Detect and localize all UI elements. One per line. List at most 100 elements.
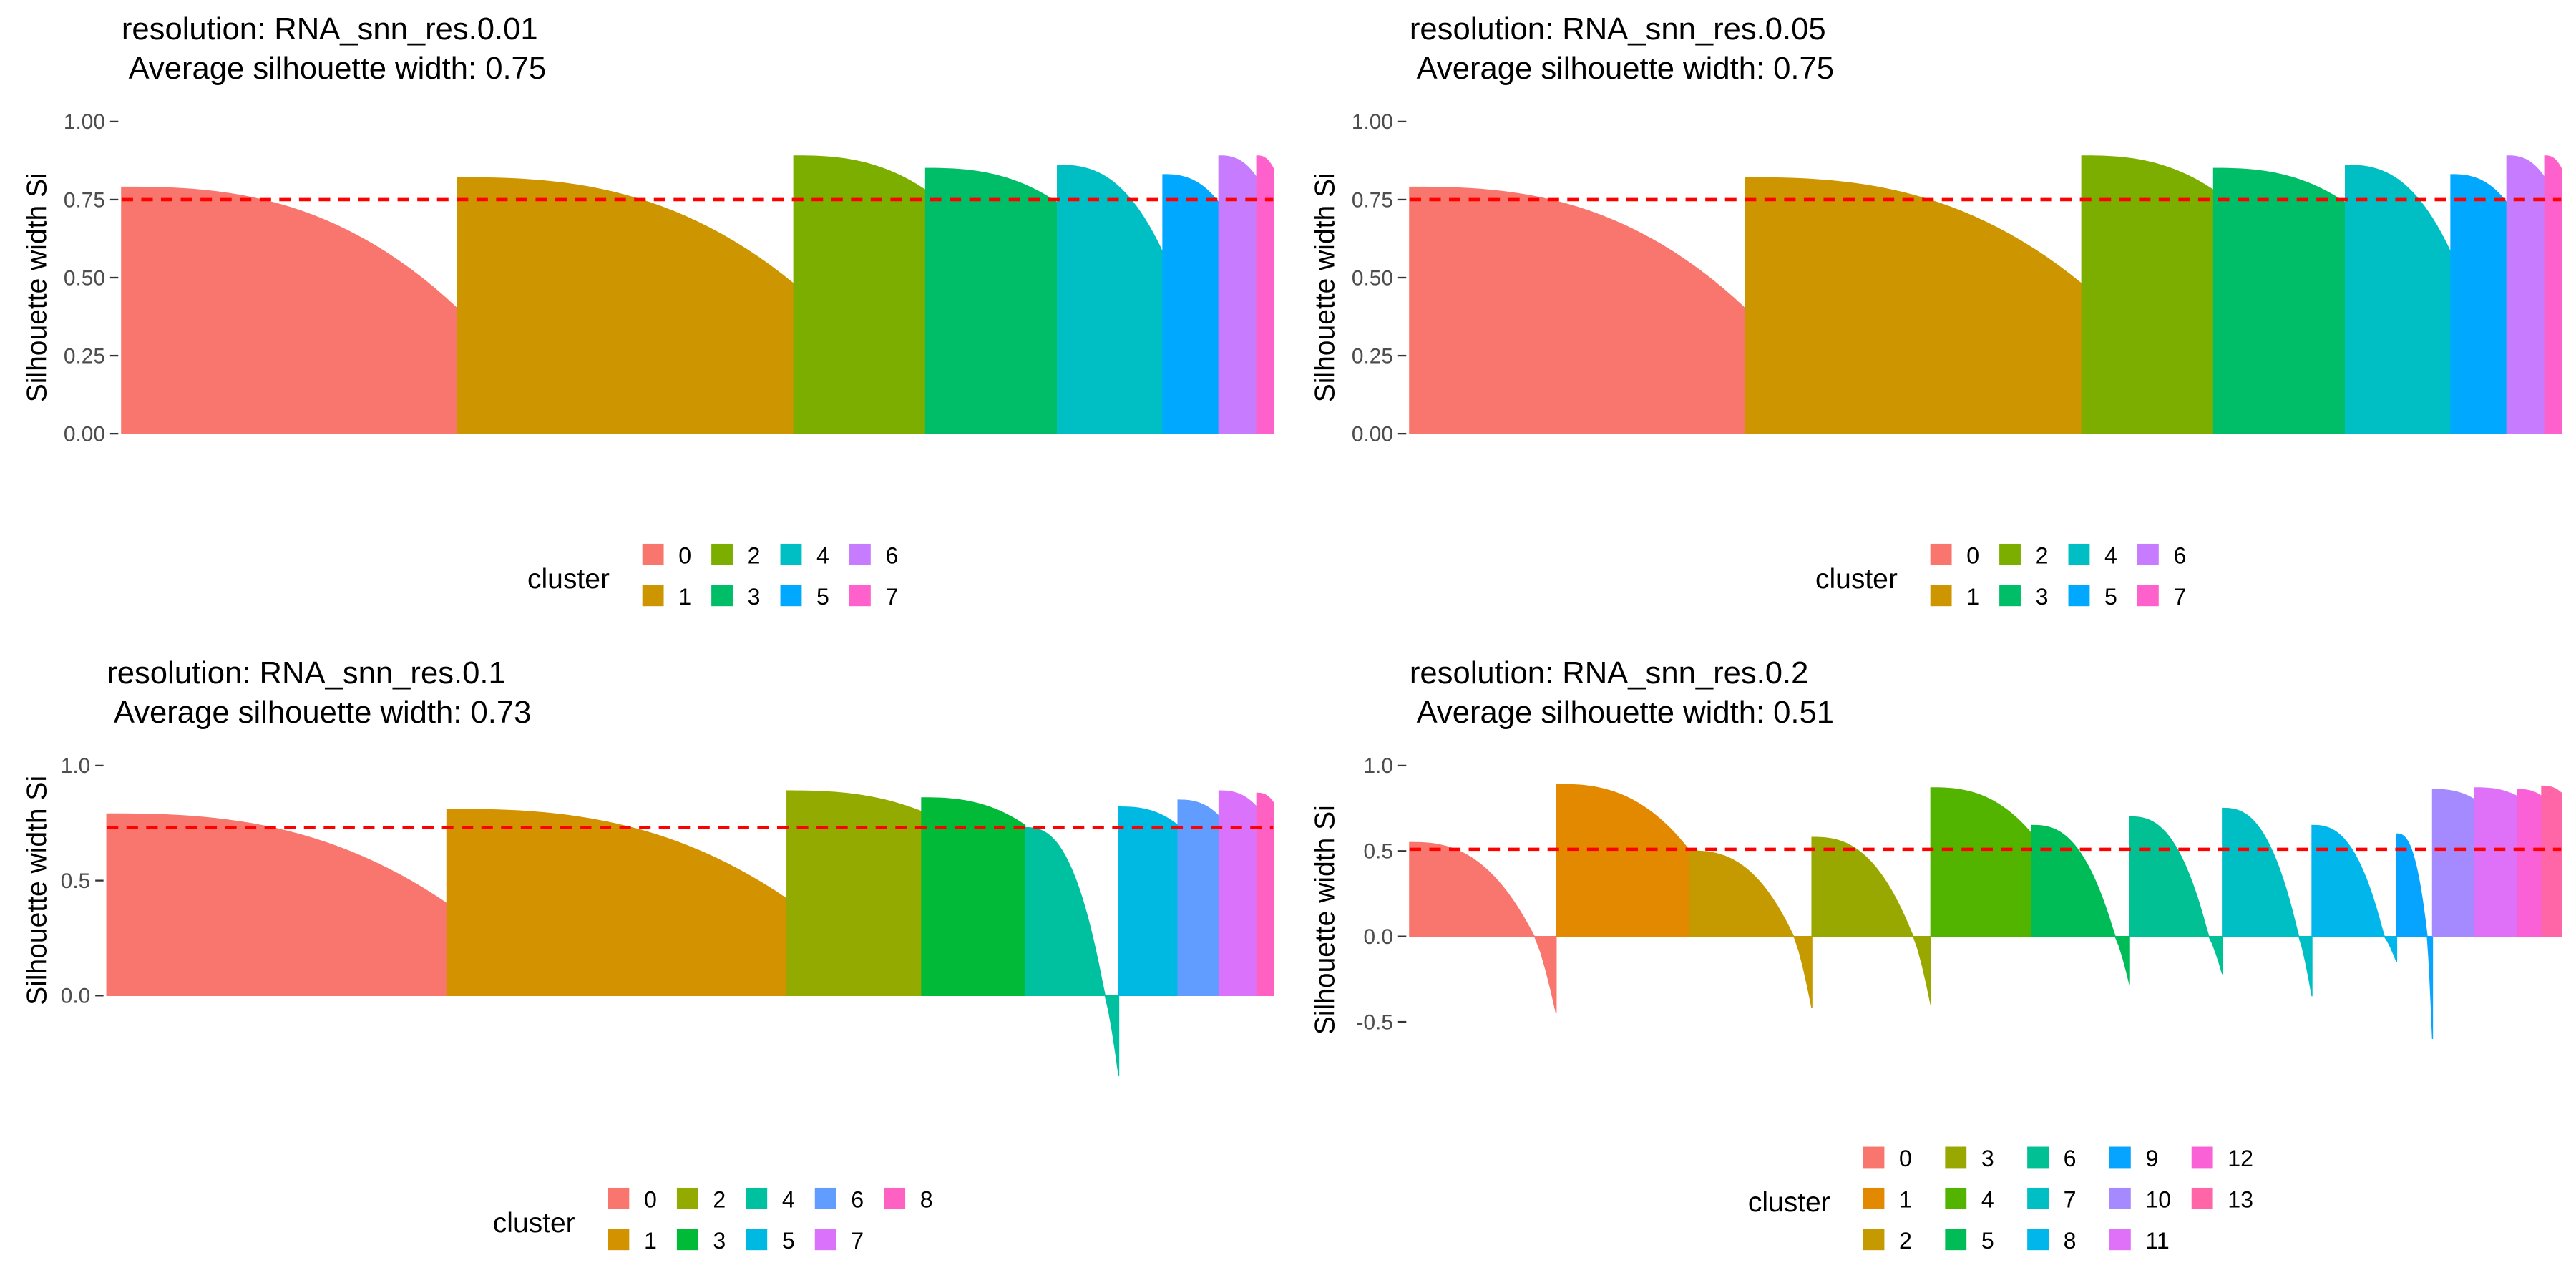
legend-label-6: 6 xyxy=(885,542,898,568)
legend-key-7 xyxy=(849,585,871,607)
cluster-3-area xyxy=(1811,836,1932,1005)
cluster-8-area xyxy=(2311,824,2398,962)
legend-label-5: 5 xyxy=(782,1228,795,1254)
cluster-7-area xyxy=(1218,790,1258,997)
legend-label-2: 2 xyxy=(713,1186,726,1212)
legend-title: cluster xyxy=(1815,564,1898,595)
silhouette-chart-svg: resolution: RNA_snn_res.0.2 Average silh… xyxy=(1309,656,2562,1254)
legend-label-0: 0 xyxy=(644,1186,657,1212)
legend-label-8: 8 xyxy=(920,1186,933,1212)
legend-key-3 xyxy=(1999,585,2021,607)
legend-label-4: 4 xyxy=(1981,1186,1994,1212)
silhouette-chart-svg: resolution: RNA_snn_res.0.01 Average sil… xyxy=(21,12,1274,610)
legend-key-10 xyxy=(2109,1187,2131,1209)
legend-label-3: 3 xyxy=(748,584,761,610)
legend-title: cluster xyxy=(1748,1187,1830,1218)
legend-key-4 xyxy=(1945,1187,1967,1209)
legend-label-3: 3 xyxy=(1981,1146,1994,1171)
y-tick-label: 0.50 xyxy=(1352,266,1393,290)
y-tick-label: 0.25 xyxy=(64,344,105,368)
legend-key-11 xyxy=(2109,1229,2131,1251)
legend-label-1: 1 xyxy=(678,584,691,610)
legend-label-5: 5 xyxy=(1981,1228,1994,1254)
legend-label-1: 1 xyxy=(644,1228,657,1254)
chart-title-line2: Average silhouette width: 0.75 xyxy=(1410,52,1834,86)
legend-label-2: 2 xyxy=(1899,1228,1912,1254)
legend-key-2 xyxy=(676,1187,698,1209)
legend-label-3: 3 xyxy=(2036,584,2049,610)
y-tick-label: 1.00 xyxy=(64,110,105,134)
cluster-4-area xyxy=(2345,165,2451,434)
y-axis-label: Silhouette width Si xyxy=(1309,172,1340,402)
cluster-1-area xyxy=(457,177,794,434)
cluster-7-area xyxy=(2544,155,2562,434)
legend-key-0 xyxy=(642,543,664,565)
cluster-0-area xyxy=(121,186,459,434)
cluster-7-area xyxy=(2222,807,2313,997)
cluster-3-area xyxy=(921,797,1026,997)
cluster-0-area xyxy=(1409,841,1557,1014)
cluster-7-area xyxy=(1256,155,1274,434)
legend-label-2: 2 xyxy=(748,542,761,568)
cluster-5-area xyxy=(1162,174,1220,434)
silhouette-panel-2: resolution: RNA_snn_res.0.1 Average silh… xyxy=(0,644,1288,1288)
legend-label-0: 0 xyxy=(678,542,691,568)
legend-label-7: 7 xyxy=(2173,584,2186,610)
cluster-4-area xyxy=(1930,787,2033,937)
chart-title-line1: resolution: RNA_snn_res.0.2 xyxy=(1410,656,1809,691)
silhouette-chart-svg: resolution: RNA_snn_res.0.05 Average sil… xyxy=(1309,12,2562,610)
chart-title-line2: Average silhouette width: 0.51 xyxy=(1410,696,1834,730)
legend-label-4: 4 xyxy=(816,542,829,568)
legend-label-0: 0 xyxy=(1899,1146,1912,1171)
cluster-0-area xyxy=(106,813,448,997)
legend-label-11: 11 xyxy=(2145,1228,2169,1254)
legend-key-4 xyxy=(746,1187,768,1209)
cluster-1-area xyxy=(1745,177,2082,434)
legend-key-4 xyxy=(780,543,802,565)
cluster-5-area xyxy=(2031,824,2130,985)
cluster-10-area xyxy=(2431,789,2476,937)
y-tick-label: 0.75 xyxy=(64,188,105,212)
cluster-4-area xyxy=(1057,165,1163,434)
legend-key-3 xyxy=(676,1229,698,1251)
chart-title-line1: resolution: RNA_snn_res.0.05 xyxy=(1410,12,1826,47)
legend-key-6 xyxy=(849,543,871,565)
legend-title: cluster xyxy=(527,564,610,595)
legend-key-7 xyxy=(814,1229,836,1251)
legend-key-6 xyxy=(2027,1146,2049,1169)
cluster-3-area xyxy=(2212,167,2346,434)
y-tick-label: 0.00 xyxy=(1352,422,1393,446)
legend-key-2 xyxy=(1863,1229,1885,1251)
chart-title-line1: resolution: RNA_snn_res.0.01 xyxy=(122,12,538,47)
legend-key-0 xyxy=(608,1187,630,1209)
legend: cluster 0 1 2 3 4 5 6 7 xyxy=(527,542,898,609)
legend-key-12 xyxy=(2191,1146,2213,1169)
legend-key-5 xyxy=(2068,585,2090,607)
legend-label-4: 4 xyxy=(2104,542,2117,568)
legend-label-9: 9 xyxy=(2145,1146,2158,1171)
legend-label-8: 8 xyxy=(2064,1228,2077,1254)
legend-key-7 xyxy=(2137,585,2159,607)
legend: cluster 0 1 2 3 4 5 6 7 xyxy=(1815,542,2186,609)
cluster-6-area xyxy=(1218,155,1257,434)
legend-label-6: 6 xyxy=(851,1186,864,1212)
legend-label-6: 6 xyxy=(2173,542,2186,568)
legend-label-0: 0 xyxy=(1966,542,1979,568)
y-tick-label: 1.0 xyxy=(61,754,90,778)
legend-label-3: 3 xyxy=(713,1228,726,1254)
legend-key-0 xyxy=(1930,543,1952,565)
y-tick-label: 0.50 xyxy=(64,266,105,290)
legend-label-7: 7 xyxy=(2064,1186,2077,1212)
cluster-2-area xyxy=(1689,850,1813,1009)
legend-key-2 xyxy=(711,543,733,565)
chart-title-line1: resolution: RNA_snn_res.0.1 xyxy=(107,656,506,691)
legend-key-8 xyxy=(884,1187,906,1209)
legend-key-13 xyxy=(2191,1187,2213,1209)
legend-key-8 xyxy=(2027,1229,2049,1251)
chart-title-line2: Average silhouette width: 0.75 xyxy=(122,52,546,86)
y-tick-label: 0.25 xyxy=(1352,344,1393,368)
silhouette-chart-svg: resolution: RNA_snn_res.0.1 Average silh… xyxy=(21,656,1274,1254)
cluster-5-area xyxy=(2450,174,2508,434)
legend-label-12: 12 xyxy=(2228,1146,2253,1171)
